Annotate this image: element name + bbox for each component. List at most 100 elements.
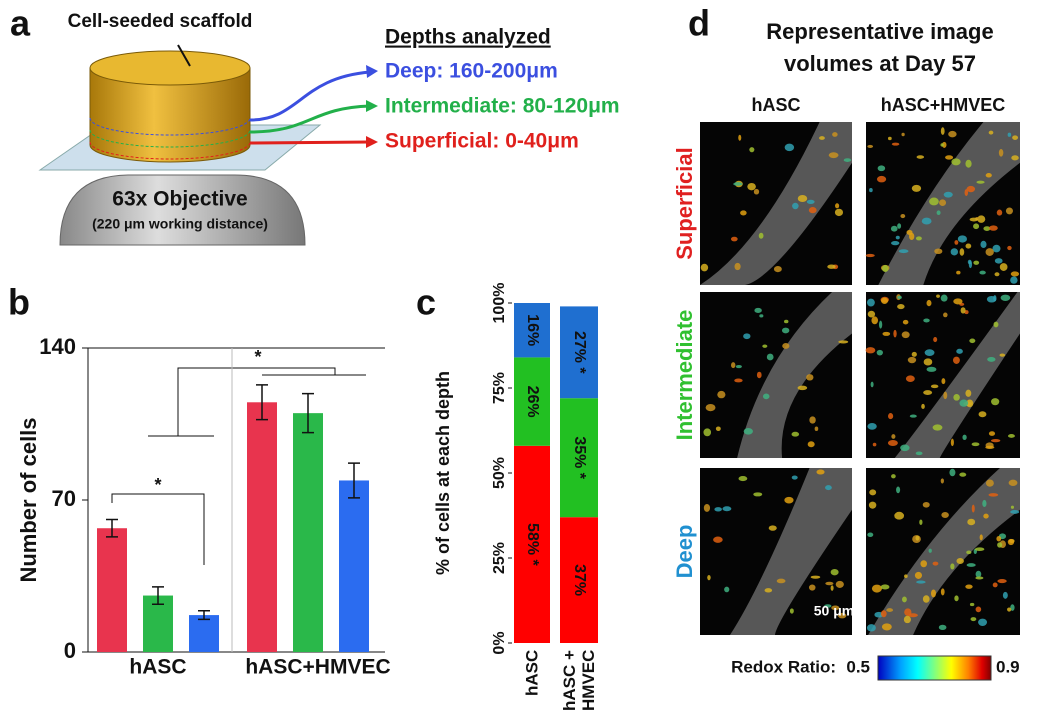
cell-speck (703, 428, 712, 437)
cell-speck (964, 189, 969, 196)
cell-speck (988, 431, 996, 436)
cell-speck (940, 588, 945, 596)
cell-speck (993, 295, 997, 302)
bar (293, 413, 323, 652)
error-bar (106, 518, 118, 538)
cell-speck (985, 479, 994, 487)
cell-speck (943, 391, 948, 400)
cell-speck (705, 403, 716, 412)
cell-speck (980, 240, 987, 249)
cell-speck (900, 214, 906, 219)
cell-speck (1008, 434, 1015, 438)
cell-speck (934, 248, 943, 255)
row-label: Deep (672, 525, 697, 579)
y-tick-label: 0 (64, 638, 76, 663)
cell-speck (965, 243, 972, 249)
colorbar-min: 0.5 (846, 657, 870, 676)
cell-speck (810, 575, 821, 579)
row-label: Superficial (672, 147, 697, 259)
cell-speck (985, 445, 995, 449)
cell-speck (734, 378, 743, 383)
cell-speck (776, 578, 786, 584)
cell-speck (932, 424, 943, 431)
cell-speck (880, 610, 887, 618)
cell-speck (988, 493, 999, 497)
cell-speck (911, 184, 922, 192)
cell-speck (902, 319, 909, 325)
cell-speck (936, 210, 941, 216)
cell-speck (867, 422, 877, 430)
cell-speck (929, 197, 939, 206)
cell-speck (1010, 604, 1015, 611)
scaffold-fiber (868, 468, 1020, 635)
cell-speck (835, 580, 844, 588)
depth-arrow (249, 104, 371, 134)
cell-speck (782, 343, 790, 349)
cell-speck (988, 130, 994, 135)
scaffold (89, 67, 251, 163)
cell-speck (900, 444, 910, 452)
cell-speck (784, 496, 794, 504)
cell-speck (916, 580, 926, 584)
cell-speck (998, 148, 1004, 157)
cell-speck (992, 582, 998, 588)
cell-speck (754, 307, 762, 313)
cell-speck (959, 248, 965, 256)
cell-speck (951, 158, 961, 166)
cell-speck (983, 226, 991, 231)
value-label: 26% (524, 386, 541, 418)
x-tick-label: hASC (522, 650, 542, 697)
cell-speck (911, 351, 917, 357)
cell-speck (993, 321, 999, 328)
cell-speck (965, 584, 973, 589)
cell-speck (971, 442, 980, 447)
cell-speck (909, 414, 917, 418)
cell-speck (924, 349, 935, 356)
cell-speck (966, 563, 976, 567)
cell-speck (735, 364, 742, 369)
cell-speck (999, 263, 1008, 271)
cell-speck (959, 399, 969, 407)
cell-speck (740, 210, 747, 216)
error-bar (348, 462, 360, 499)
depth-label: Intermediate: 80-120μm (385, 95, 620, 118)
y-tick-label: 50% (491, 457, 508, 489)
cell-speck (731, 362, 736, 369)
cell-speck (738, 476, 748, 482)
cell-speck (734, 262, 741, 271)
cell-speck (949, 468, 956, 477)
cell-speck (882, 264, 889, 273)
scaffold-fiber (700, 122, 852, 285)
cell-speck (762, 344, 768, 348)
bar (339, 480, 369, 652)
cell-speck (945, 155, 954, 160)
cell-speck (916, 155, 925, 159)
cell-speck (891, 142, 900, 146)
cell-speck (953, 394, 960, 401)
cell-speck (940, 127, 945, 135)
bar (97, 528, 127, 652)
cell-speck (876, 349, 883, 356)
cell-speck (1000, 294, 1011, 301)
cell-speck (940, 294, 948, 302)
cell-speck (901, 132, 905, 137)
bar-segment (514, 303, 550, 358)
cell-speck (808, 207, 817, 214)
panel-label: b (8, 282, 30, 323)
cell-speck (970, 617, 977, 622)
cell-speck (901, 596, 907, 603)
cell-speck (905, 375, 915, 382)
cell-speck (1010, 505, 1014, 509)
cell-speck (896, 486, 901, 494)
cell-speck (825, 485, 832, 491)
cell-speck (996, 209, 1003, 216)
cell-speck (866, 624, 876, 632)
depths-title: Depths analyzed (385, 26, 551, 49)
cell-speck (969, 217, 979, 222)
cell-speck (753, 188, 760, 195)
cell-speck (715, 426, 721, 432)
cell-speck (1011, 155, 1019, 161)
cell-speck (1010, 271, 1020, 277)
y-axis-title: Number of cells (16, 417, 41, 582)
cell-speck (893, 329, 897, 338)
